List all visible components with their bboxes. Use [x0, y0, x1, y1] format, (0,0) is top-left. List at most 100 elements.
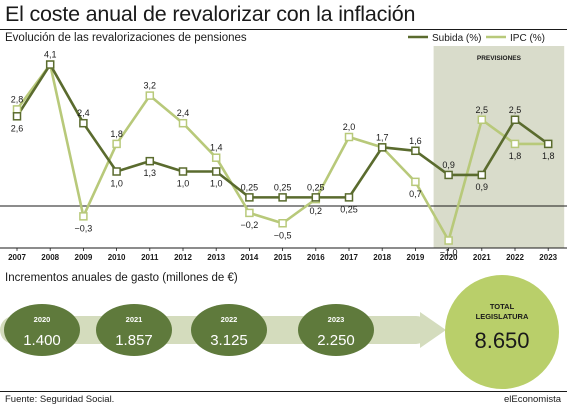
increment-value: 3.125 — [210, 332, 248, 349]
ipc-point — [79, 212, 88, 221]
subida-point — [377, 143, 387, 152]
x-tick-label: 2009 — [75, 253, 93, 262]
ipc-point — [112, 139, 121, 149]
subida-data-label: 2,4 — [77, 108, 90, 118]
subida-data-label: 0,25 — [274, 182, 292, 192]
increment-year: 2021 — [126, 315, 143, 324]
increment-bead — [191, 304, 267, 356]
x-tick-label: 2010 — [108, 253, 126, 262]
x-tick-label: 2012 — [174, 253, 192, 262]
subida-point — [79, 118, 88, 128]
subida-point — [411, 146, 420, 156]
page-title: El coste anual de revalorizar con la inf… — [5, 2, 416, 26]
subida-point — [510, 115, 520, 124]
ipc-point — [510, 139, 520, 149]
x-tick-label: 2020 — [440, 253, 458, 262]
x-tick-label: 2008 — [41, 253, 59, 262]
subida-data-label: 1,0 — [110, 179, 123, 189]
ipc-data-label: 1,4 — [210, 143, 223, 153]
forecast-label: PREVISIONES — [477, 55, 522, 62]
total-label: LEGISLATURA — [476, 312, 529, 321]
subida-point — [112, 167, 121, 176]
ipc-data-label: 2,0 — [343, 122, 356, 132]
increment-value: 1.400 — [23, 332, 61, 349]
x-tick-label: 2022 — [506, 253, 524, 262]
total-bubble — [445, 275, 559, 389]
ipc-data-label: 2,8 — [11, 94, 24, 104]
source-text: Fuente: Seguridad Social. — [5, 394, 115, 405]
subida-data-label: 1,0 — [177, 179, 190, 189]
increment-bead — [298, 304, 374, 356]
subida-point — [477, 170, 487, 180]
brand-text: elEconomista — [503, 394, 561, 405]
x-tick-label: 2011 — [141, 253, 159, 262]
x-tick-label: 2007 — [8, 253, 26, 262]
subida-data-label: 1,3 — [144, 168, 157, 178]
subida-point — [245, 193, 254, 202]
ipc-point — [178, 118, 188, 128]
ipc-data-label: 0,2 — [310, 206, 323, 216]
subida-data-label: 0,25 — [241, 182, 259, 192]
title-divider — [0, 29, 567, 30]
x-tick-label: 2021 — [473, 253, 491, 262]
ipc-point — [145, 91, 155, 100]
x-tick-label: 2013 — [207, 253, 225, 262]
x-tick-label: 2018 — [373, 253, 391, 262]
increment-year: 2022 — [221, 315, 238, 324]
footer-divider — [0, 391, 567, 392]
ipc-data-label: 3,2 — [144, 81, 157, 91]
subida-point — [444, 170, 453, 180]
x-tick-label: 2016 — [307, 253, 325, 262]
subida-point — [45, 60, 55, 69]
x-tick-label: 2014 — [241, 253, 259, 262]
ipc-data-label: 1,8 — [110, 129, 123, 139]
subida-data-label: 2,6 — [11, 123, 24, 133]
subida-point — [145, 156, 155, 166]
subida-data-label: 2,5 — [509, 105, 522, 115]
ipc-data-label: −0,2 — [241, 220, 259, 230]
ipc-point — [245, 208, 254, 218]
x-tick-label: 2019 — [407, 253, 425, 262]
subida-point — [543, 139, 553, 149]
chart-subtitle: Evolución de las revalorizaciones de pen… — [5, 32, 247, 44]
ipc-data-label: 2,5 — [476, 105, 489, 115]
increment-value: 2.250 — [317, 332, 355, 349]
increment-bead — [96, 304, 172, 356]
ipc-data-label: −0,3 — [75, 223, 93, 233]
x-tick-label: 2023 — [539, 253, 557, 262]
subida-data-label: 0,25 — [307, 182, 325, 192]
ipc-point — [12, 105, 22, 114]
ipc-data-label: 1,8 — [509, 151, 522, 161]
subida-point — [344, 193, 354, 202]
subida-data-label: 4,1 — [44, 50, 57, 60]
increment-value: 1.857 — [115, 332, 153, 349]
subida-data-label: 1,0 — [210, 179, 223, 189]
subida-point — [278, 193, 287, 202]
ipc-data-label: 2,4 — [177, 108, 190, 118]
ipc-data-label: 0,7 — [409, 189, 422, 199]
subida-data-label: 0,9 — [476, 182, 489, 192]
increment-year: 2020 — [34, 315, 51, 324]
subida-data-label: 1,6 — [409, 136, 422, 146]
ipc-point — [411, 177, 420, 187]
subida-data-label: 0,25 — [340, 204, 358, 214]
ipc-data-label: −1,0 — [440, 248, 458, 258]
subida-point — [211, 167, 221, 176]
ipc-point — [278, 219, 287, 228]
legend-label-subida: Subida (%) — [432, 33, 481, 44]
legend-label-ipc: IPC (%) — [510, 33, 545, 44]
increment-bead — [4, 304, 80, 356]
increments-arrow — [420, 312, 446, 348]
total-value: 8.650 — [474, 328, 529, 353]
total-label: TOTAL — [490, 302, 515, 311]
subida-point — [311, 193, 321, 202]
subida-point — [12, 112, 22, 121]
subida-data-label: 1,8 — [542, 151, 555, 161]
ipc-point — [444, 236, 453, 245]
increment-year: 2023 — [328, 315, 345, 324]
subida-data-label: 0,9 — [442, 160, 455, 170]
increments-title: Incrementos anuales de gasto (millones d… — [5, 272, 238, 284]
ipc-point — [477, 115, 487, 124]
subida-data-label: 1,7 — [376, 132, 389, 142]
